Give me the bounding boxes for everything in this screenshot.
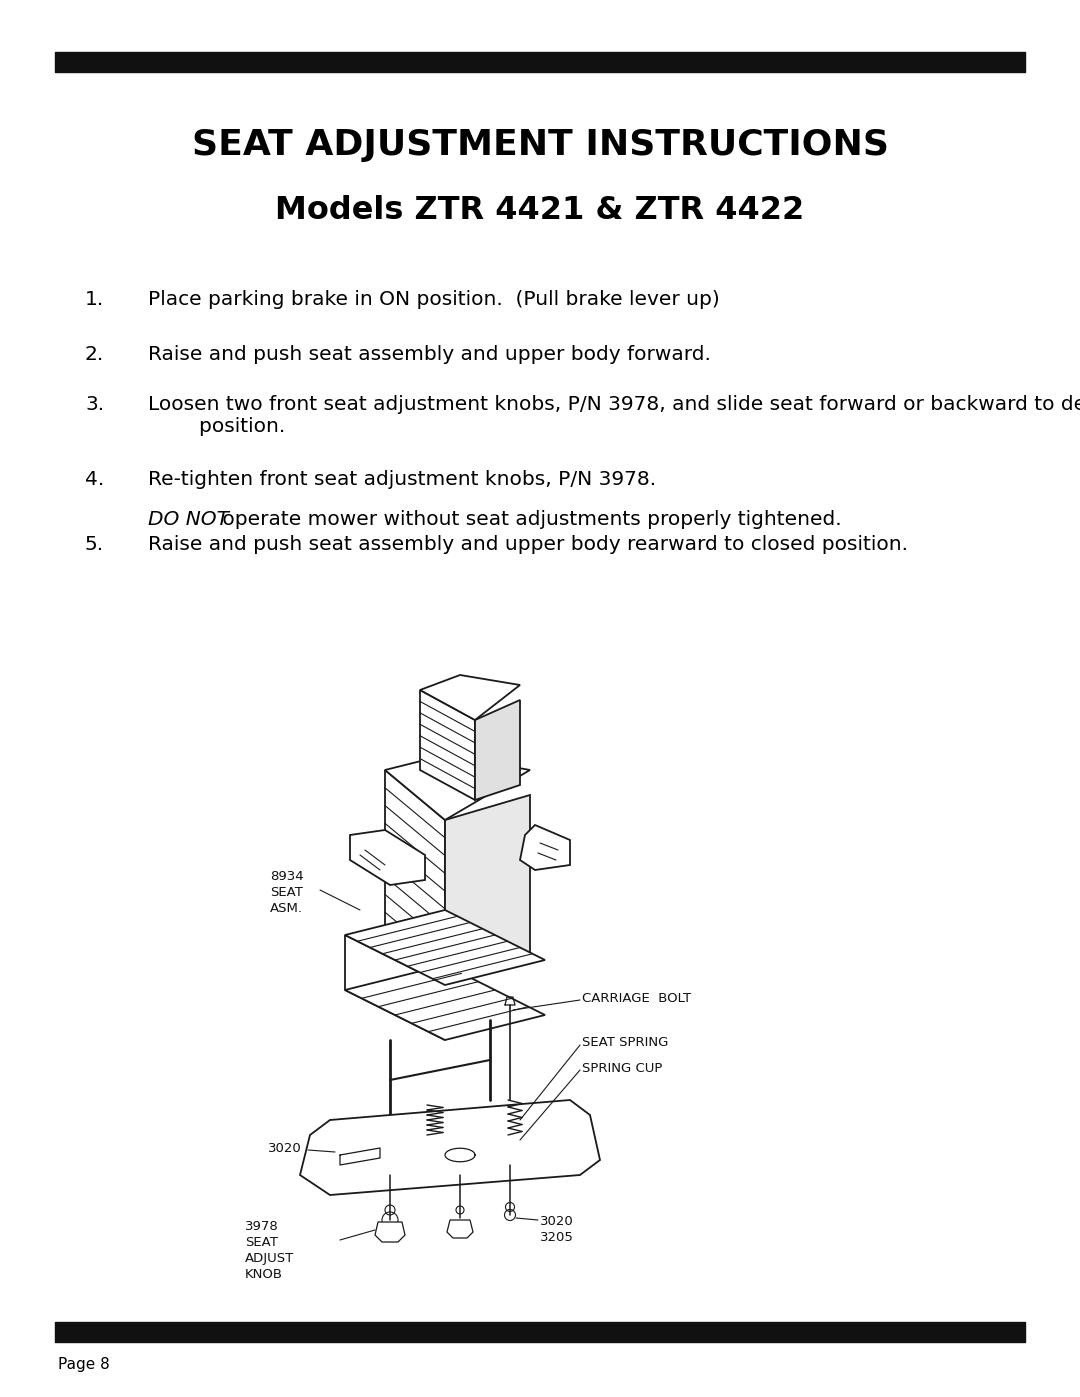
- Polygon shape: [350, 830, 426, 886]
- Polygon shape: [475, 700, 519, 800]
- Text: Page 8: Page 8: [58, 1358, 110, 1372]
- Text: 1.: 1.: [85, 291, 105, 309]
- Text: 3020: 3020: [268, 1141, 301, 1154]
- Circle shape: [513, 1137, 517, 1143]
- Polygon shape: [519, 826, 570, 870]
- Text: SPRING CUP: SPRING CUP: [582, 1062, 662, 1074]
- Text: Raise and push seat assembly and upper body rearward to closed position.: Raise and push seat assembly and upper b…: [148, 535, 908, 555]
- Text: 3.: 3.: [85, 395, 104, 414]
- Text: Re-tighten front seat adjustment knobs, P/N 3978.: Re-tighten front seat adjustment knobs, …: [148, 469, 657, 489]
- Polygon shape: [445, 795, 530, 981]
- Text: SEAT ADJUSTMENT INSTRUCTIONS: SEAT ADJUSTMENT INSTRUCTIONS: [191, 129, 889, 162]
- Polygon shape: [300, 1099, 600, 1194]
- Text: DO NOT: DO NOT: [148, 510, 229, 529]
- Text: 2.: 2.: [85, 345, 105, 365]
- Text: Raise and push seat assembly and upper body forward.: Raise and push seat assembly and upper b…: [148, 345, 711, 365]
- Polygon shape: [420, 675, 519, 719]
- Polygon shape: [345, 909, 545, 985]
- Text: CARRIAGE  BOLT: CARRIAGE BOLT: [582, 992, 691, 1004]
- Text: 5.: 5.: [85, 535, 104, 555]
- Text: Place parking brake in ON position.  (Pull brake lever up): Place parking brake in ON position. (Pul…: [148, 291, 719, 309]
- Polygon shape: [384, 754, 530, 820]
- Text: 3020
3205: 3020 3205: [540, 1215, 573, 1243]
- Polygon shape: [345, 965, 545, 1039]
- Text: Models ZTR 4421 & ZTR 4422: Models ZTR 4421 & ZTR 4422: [275, 196, 805, 226]
- Text: 3978
SEAT
ADJUST
KNOB: 3978 SEAT ADJUST KNOB: [245, 1220, 294, 1281]
- Polygon shape: [447, 1220, 473, 1238]
- Polygon shape: [375, 1222, 405, 1242]
- Polygon shape: [345, 935, 445, 1039]
- Polygon shape: [420, 690, 475, 800]
- Polygon shape: [384, 770, 445, 981]
- Text: SEAT SPRING: SEAT SPRING: [582, 1037, 669, 1049]
- Text: 8934
SEAT
ASM.: 8934 SEAT ASM.: [270, 870, 303, 915]
- Circle shape: [432, 1137, 438, 1143]
- Text: operate mower without seat adjustments properly tightened.: operate mower without seat adjustments p…: [216, 510, 841, 529]
- Text: Loosen two front seat adjustment knobs, P/N 3978, and slide seat forward or back: Loosen two front seat adjustment knobs, …: [148, 395, 1080, 436]
- Text: 4.: 4.: [85, 469, 105, 489]
